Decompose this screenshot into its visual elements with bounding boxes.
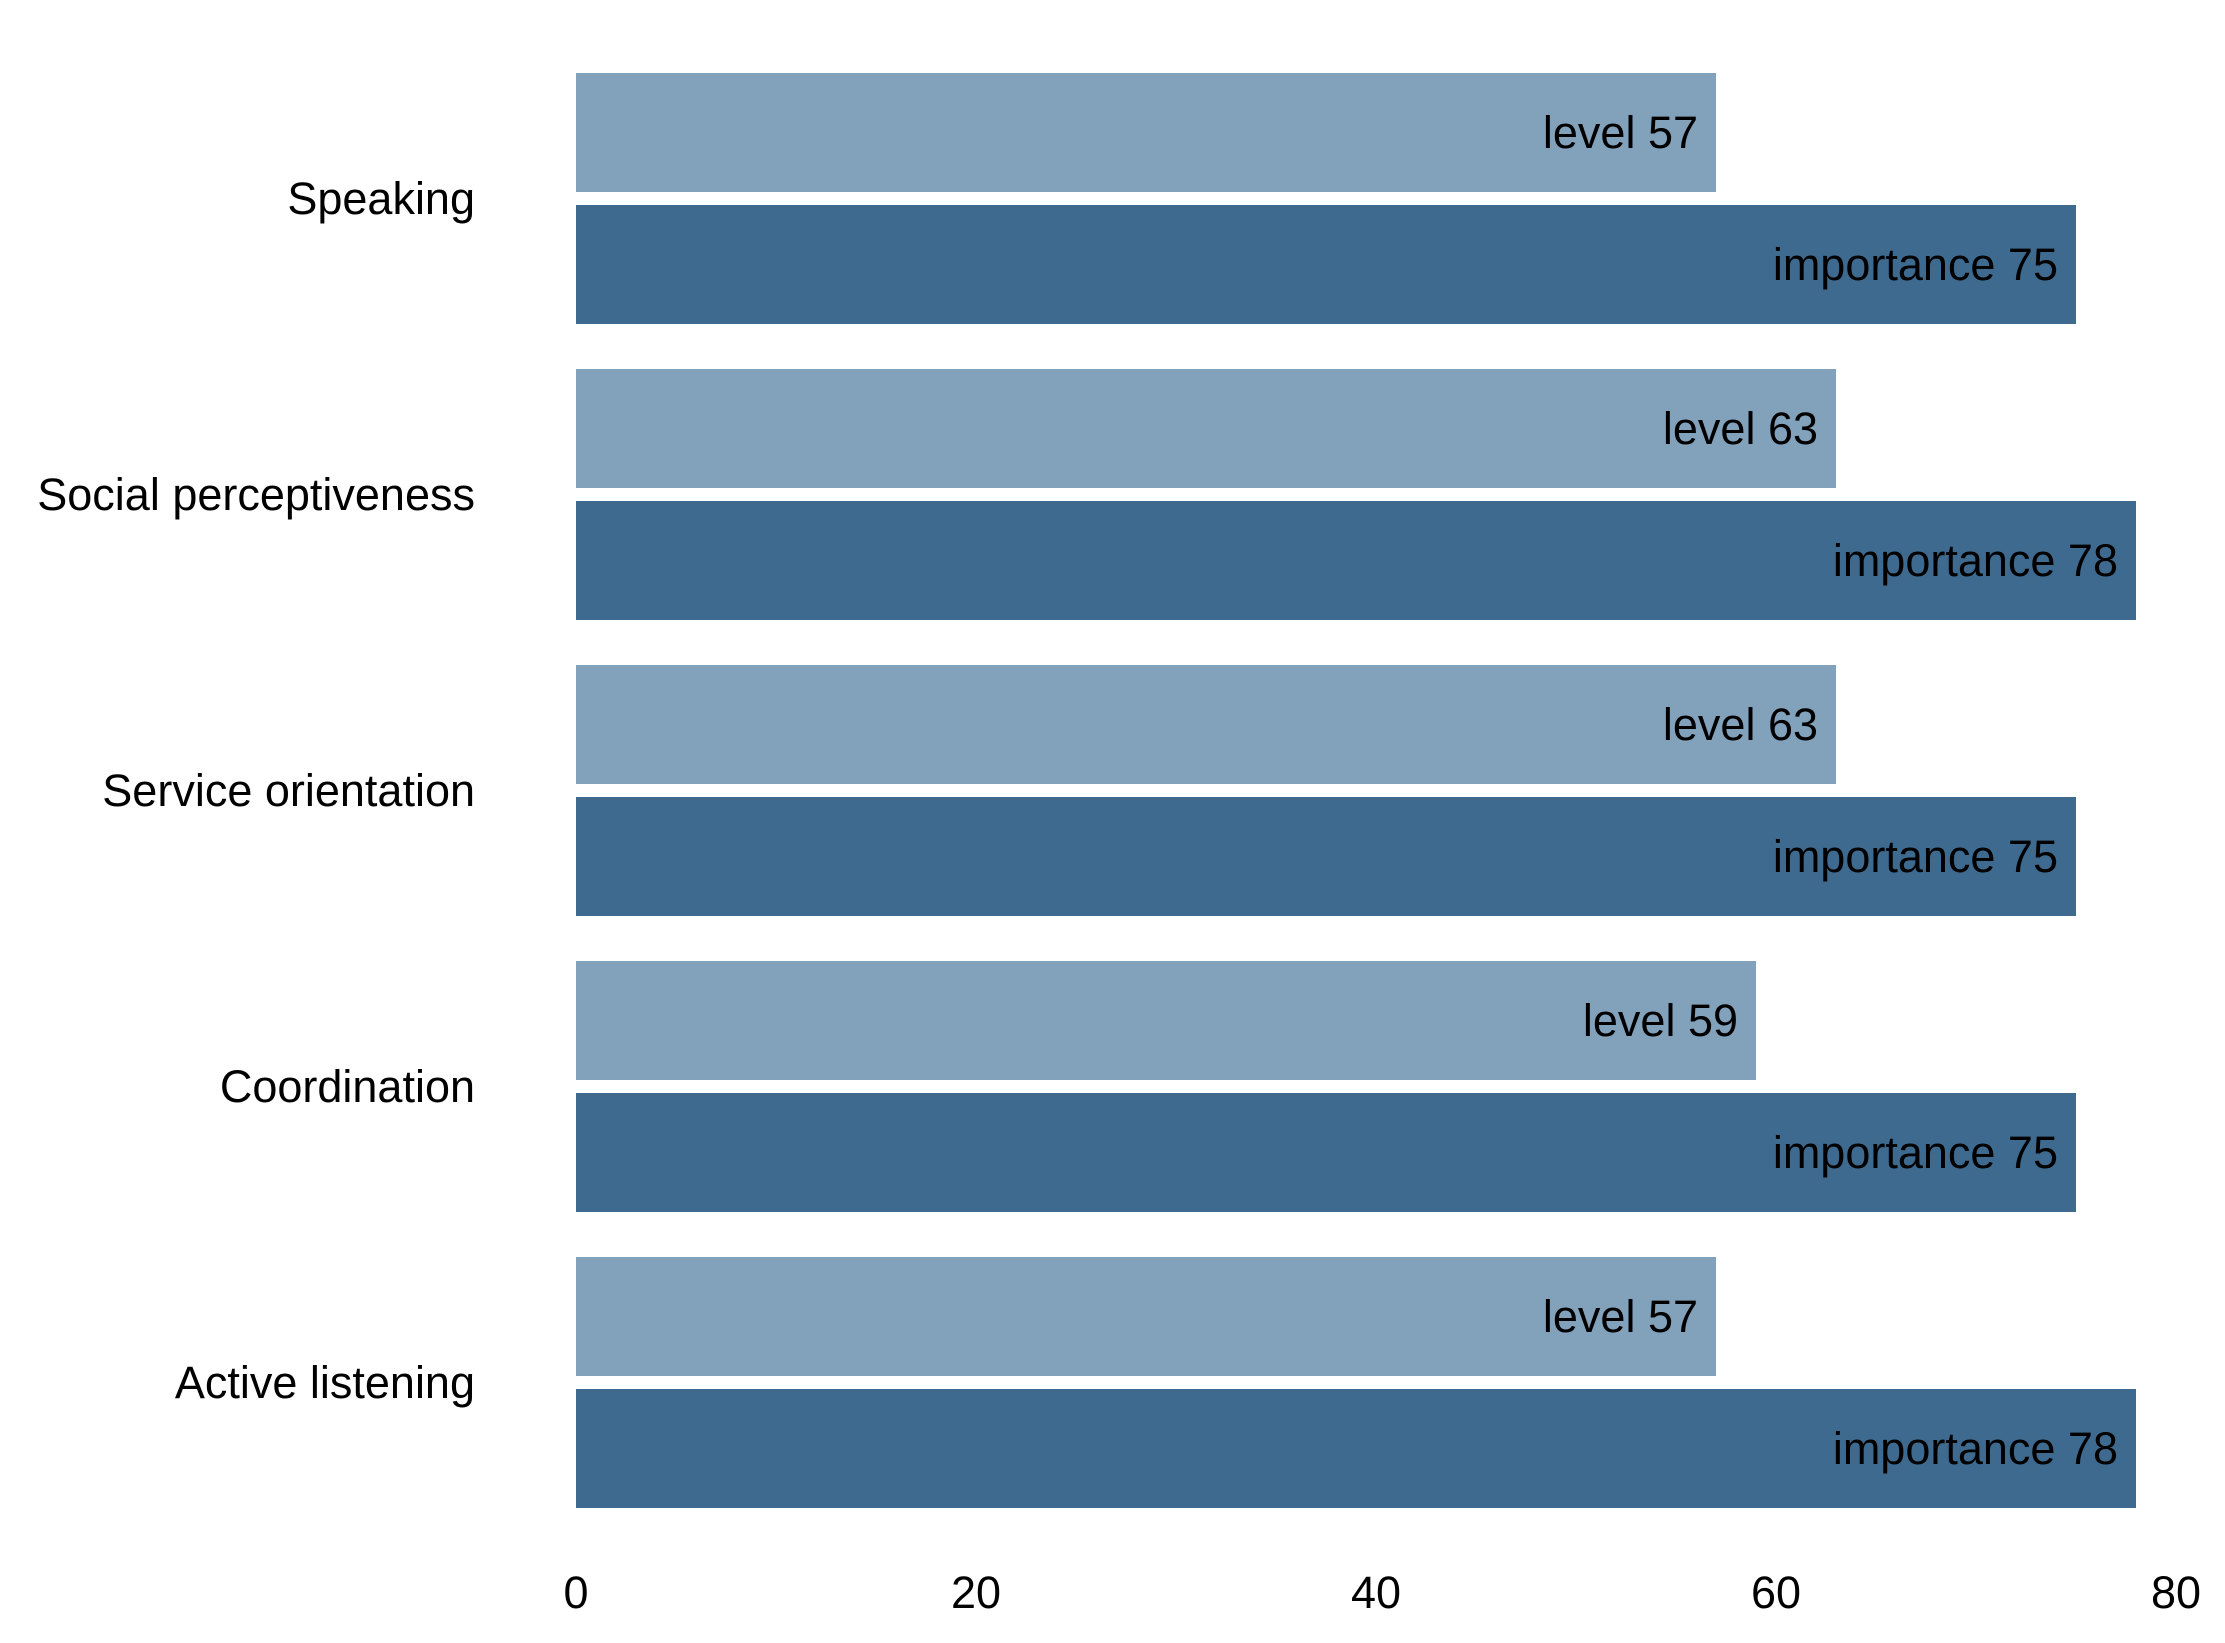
- x-tick-label: 80: [2151, 1567, 2201, 1618]
- bars-layer: [576, 73, 2136, 1508]
- bar-data-label: level 63: [1663, 403, 1818, 454]
- bar-importance: [576, 1093, 2076, 1212]
- x-tick-label: 40: [1351, 1567, 1401, 1618]
- bar-level: [576, 369, 1836, 488]
- bar-data-label: importance 78: [1833, 535, 2118, 586]
- bar-data-label: importance 78: [1833, 1423, 2118, 1474]
- x-axis: 0 20 40 60 80: [563, 1567, 2201, 1618]
- bar-data-label: level 59: [1583, 995, 1738, 1046]
- bar-data-label: importance 75: [1773, 831, 2058, 882]
- bar-data-label: level 63: [1663, 699, 1818, 750]
- category-label: Service orientation: [102, 765, 475, 816]
- x-tick-label: 0: [563, 1567, 588, 1618]
- category-labels-layer: Speaking Social perceptiveness Service ori…: [37, 173, 475, 1408]
- bar-level: [576, 665, 1836, 784]
- bar-importance: [576, 1389, 2136, 1508]
- bar-importance: [576, 205, 2076, 324]
- x-tick-label: 60: [1751, 1567, 1801, 1618]
- category-label: Speaking: [287, 173, 475, 224]
- bar-data-label: level 57: [1543, 107, 1698, 158]
- bar-labels-layer: level 57 importance 75 level 63 importance …: [1543, 107, 2118, 1474]
- bar-level: [576, 961, 1756, 1080]
- bar-data-label: importance 75: [1773, 1127, 2058, 1178]
- category-label: Social perceptiveness: [37, 469, 475, 520]
- bar-importance: [576, 501, 2136, 620]
- category-label: Coordination: [220, 1061, 475, 1112]
- bar-data-label: importance 75: [1773, 239, 2058, 290]
- x-tick-label: 20: [951, 1567, 1001, 1618]
- bar-data-label: level 57: [1543, 1291, 1698, 1342]
- category-label: Active listening: [175, 1357, 475, 1408]
- bar-level: [576, 73, 1716, 192]
- bar-level: [576, 1257, 1716, 1376]
- bar-importance: [576, 797, 2076, 916]
